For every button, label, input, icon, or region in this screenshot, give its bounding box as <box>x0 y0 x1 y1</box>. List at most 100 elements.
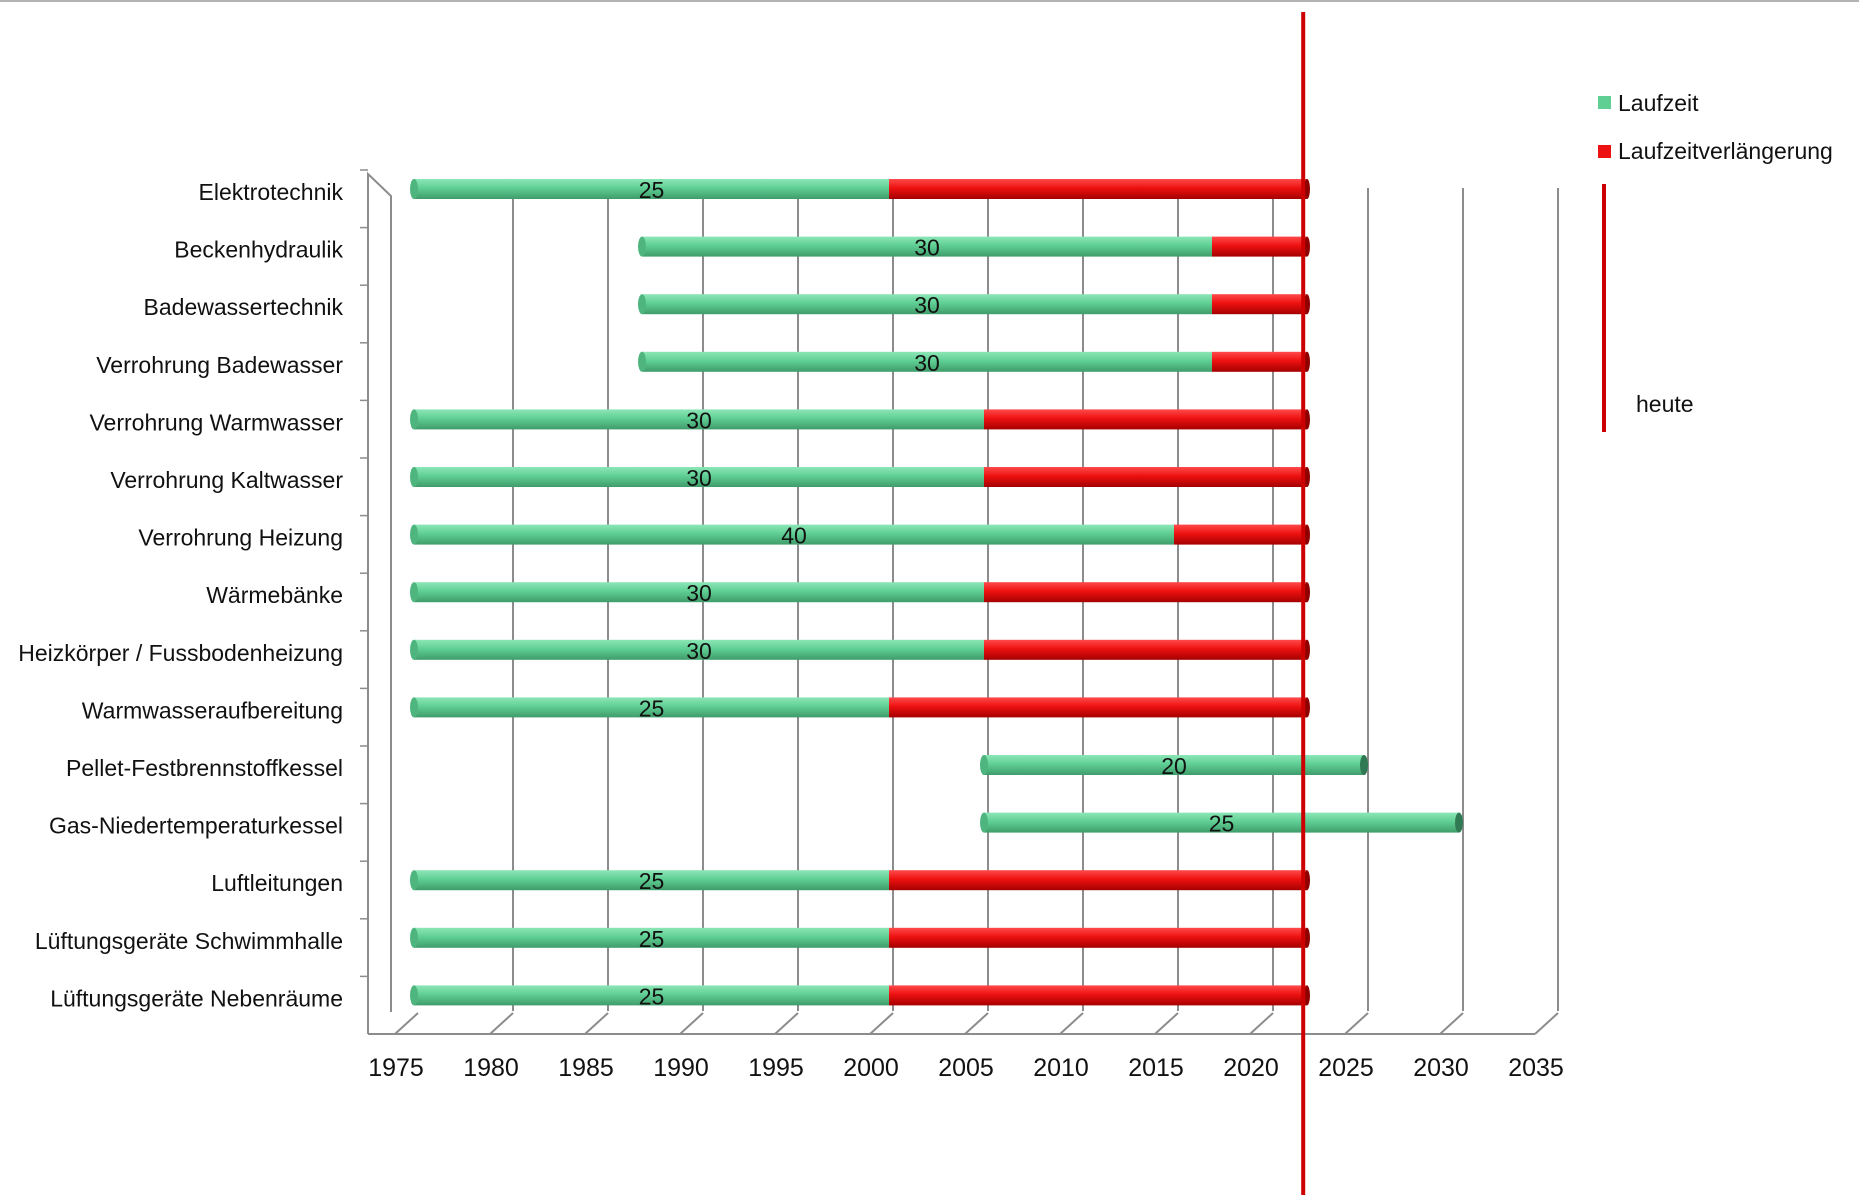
grid-layer <box>394 188 1559 1035</box>
category-label: Verrohrung Kaltwasser <box>110 467 343 493</box>
floor-line <box>489 1012 514 1035</box>
bar-laufzeit <box>414 524 1174 545</box>
category-label: Warmwasseraufbereitung <box>82 697 343 723</box>
category-label: Heizkörper / Fussbodenheizung <box>18 640 343 666</box>
bar-verlaengerung <box>984 467 1307 487</box>
bar-laufzeit <box>984 755 1364 775</box>
data-label: 25 <box>639 926 665 952</box>
legend-swatch-verlaengerung <box>1598 145 1611 158</box>
bar-laufzeit <box>642 294 1212 315</box>
bar-laufzeit-end-cap <box>1360 755 1368 775</box>
bar-verlaengerung <box>1174 524 1307 545</box>
bar-laufzeit-cap <box>638 351 646 372</box>
bar-laufzeit <box>414 870 889 891</box>
x-tick-label: 1990 <box>653 1054 709 1082</box>
floor-line <box>964 1012 989 1035</box>
x-tick-label: 2005 <box>938 1054 994 1082</box>
x-tick-label: 2020 <box>1223 1054 1279 1082</box>
floor-line <box>1154 1012 1179 1035</box>
legend-label-heute: heute <box>1636 391 1694 417</box>
category-label: Verrohrung Heizung <box>138 525 343 551</box>
data-label: 25 <box>639 177 665 203</box>
floor-line <box>774 1012 799 1035</box>
x-tick-label: 2010 <box>1033 1054 1089 1082</box>
category-label: Lüftungsgeräte Schwimmhalle <box>35 928 343 954</box>
floor-line <box>584 1012 609 1035</box>
x-tick-label: 2035 <box>1508 1054 1564 1082</box>
x-tick-label: 1995 <box>748 1054 804 1082</box>
bar-verlaengerung <box>1212 294 1307 315</box>
floor-line <box>1249 1012 1274 1035</box>
category-label: Wärmebänke <box>206 582 343 608</box>
bar-verlaengerung <box>889 179 1307 199</box>
side-wall <box>367 171 392 1034</box>
data-label: 30 <box>914 350 940 376</box>
data-label: 30 <box>686 580 712 606</box>
bar-verlaengerung-cap <box>1304 294 1310 315</box>
bar-laufzeit-cap <box>410 524 418 545</box>
bar-verlaengerung <box>984 582 1307 603</box>
bar-laufzeit-cap <box>980 755 988 775</box>
x-tick-label: 1975 <box>368 1054 424 1082</box>
category-label: Verrohrung Warmwasser <box>89 409 343 435</box>
legend-swatch-laufzeit <box>1598 96 1611 109</box>
data-label: 30 <box>686 465 712 491</box>
category-label: Pellet-Festbrennstoffkessel <box>66 755 343 781</box>
bar-laufzeit <box>414 927 889 948</box>
data-label: 20 <box>1161 753 1187 779</box>
bar-laufzeit <box>414 985 889 1006</box>
bar-laufzeit <box>414 639 984 660</box>
floor-line <box>679 1012 704 1035</box>
bar-verlaengerung <box>984 409 1307 430</box>
floor-line <box>1344 1012 1369 1035</box>
bar-laufzeit <box>984 812 1459 833</box>
category-label: Gas-Niedertemperaturkessel <box>49 813 343 839</box>
bar-laufzeit <box>642 236 1212 257</box>
category-label: Beckenhydraulik <box>174 237 343 263</box>
bar-laufzeit-cap <box>410 985 418 1006</box>
bar-laufzeit-end-cap <box>1455 812 1463 833</box>
data-label: 25 <box>639 983 665 1009</box>
bar-laufzeit <box>414 582 984 603</box>
bar-laufzeit-cap <box>410 870 418 891</box>
category-label: Lüftungsgeräte Nebenräume <box>50 985 343 1011</box>
bar-verlaengerung-cap <box>1304 467 1310 487</box>
x-tick-label: 1985 <box>558 1054 614 1082</box>
category-label: Badewassertechnik <box>144 294 344 320</box>
legend-label-laufzeit: Laufzeit <box>1618 90 1699 116</box>
bar-laufzeit <box>642 351 1212 372</box>
x-tick-label: 2025 <box>1318 1054 1374 1082</box>
bar-verlaengerung-cap <box>1304 870 1310 891</box>
category-label: Luftleitungen <box>211 870 343 896</box>
labels-layer: Elektrotechnik Beckenhydraulik Badewassert… <box>18 179 343 1011</box>
category-label: Elektrotechnik <box>199 179 344 205</box>
bar-laufzeit-cap <box>410 927 418 948</box>
data-label: 25 <box>639 868 665 894</box>
bar-verlaengerung <box>1212 351 1307 372</box>
data-label: 30 <box>914 235 940 261</box>
data-label: 30 <box>686 407 712 433</box>
bar-laufzeit-cap <box>410 179 418 199</box>
bar-verlaengerung-cap <box>1304 409 1310 430</box>
bar-verlaengerung-cap <box>1304 927 1310 948</box>
bar-laufzeit-cap <box>410 582 418 603</box>
x-tick-label: 2015 <box>1128 1054 1184 1082</box>
bar-verlaengerung-cap <box>1304 985 1310 1006</box>
bar-laufzeit-cap <box>410 697 418 718</box>
legend: Laufzeit Laufzeitverlängerung heute <box>1598 90 1833 432</box>
bar-verlaengerung-cap <box>1304 236 1310 257</box>
bar-verlaengerung <box>889 927 1307 948</box>
bars-layer: 25 30 30 30 30 30 40 30 30 25 20 25 25 25 25 <box>410 177 1463 1009</box>
bar-laufzeit <box>414 179 889 199</box>
bar-verlaengerung-cap <box>1304 639 1310 660</box>
axis-layer: 1975 1980 1985 1990 1995 2000 2005 2010 2015 2020… <box>360 169 1564 1082</box>
data-label: 30 <box>914 292 940 318</box>
bar-verlaengerung <box>889 870 1307 891</box>
bar-laufzeit-cap <box>410 409 418 430</box>
floor-line <box>394 1012 419 1035</box>
bar-laufzeit-cap <box>638 294 646 315</box>
category-label: Verrohrung Badewasser <box>96 352 343 378</box>
bar-verlaengerung <box>889 697 1307 718</box>
bar-laufzeit-cap <box>980 812 988 833</box>
